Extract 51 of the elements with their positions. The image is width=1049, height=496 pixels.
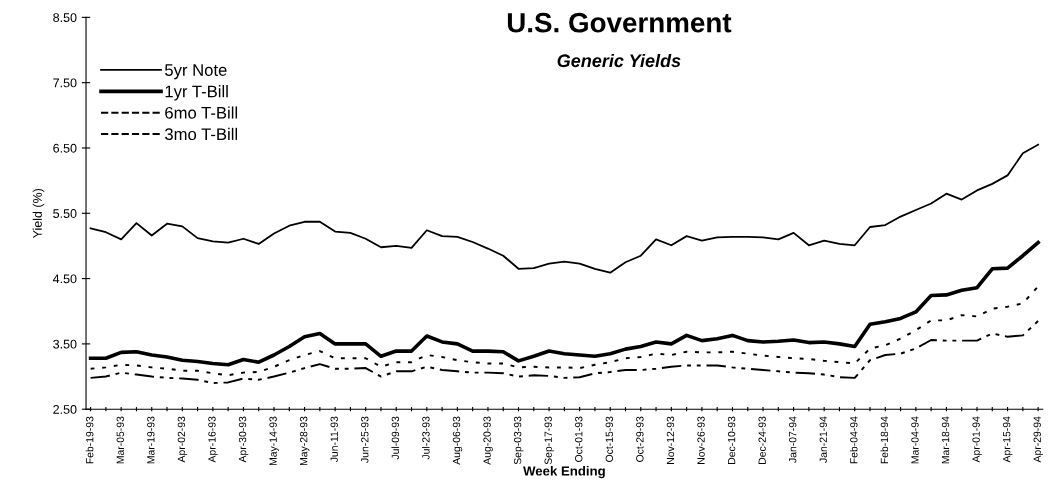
x-tick-label: Aug-20-93 [483, 416, 493, 465]
y-tick-label: 7.50 [53, 78, 77, 88]
x-tick-label: Sep-17-93 [544, 416, 554, 465]
x-tick-label: Feb-19-93 [85, 416, 94, 464]
x-axis-title: Week Ending [523, 465, 605, 479]
x-tick-label: Aug-06-93 [452, 416, 463, 465]
x-tick-label: Jul-09-93 [391, 416, 400, 460]
x-tick-label: Nov-26-93 [697, 416, 705, 464]
text: Generic Yields [557, 53, 681, 68]
x-tick-label: Oct-29-93 [636, 416, 644, 462]
x-tick-label: Apr-02-93 [177, 416, 188, 463]
y-tick-label: 4.50 [52, 274, 77, 284]
x-tick-label: Sep-03-93 [513, 416, 524, 465]
y-axis-title: Yield (%) [32, 188, 45, 239]
line-series [89, 285, 1040, 377]
x-tick-label: Mar-18-94 [941, 416, 950, 464]
x-tick-label: May-28-93 [299, 416, 310, 466]
x-tick-label: Jun-25-93 [361, 416, 369, 463]
legend-label: 3mo T-Bill [164, 127, 238, 141]
x-tick-label: Oct-15-93 [605, 416, 614, 462]
line-series [89, 143, 1040, 274]
x-tick-label: Apr-30-93 [238, 416, 249, 463]
legend-label: 1yr T-Bill [165, 85, 228, 101]
y-tick-label: 2.50 [53, 405, 77, 414]
chart-title: U.S. Government [507, 12, 732, 33]
x-tick-label: Jan-07-94 [789, 416, 797, 463]
x-tick-label: Nov-12-93 [666, 416, 675, 464]
x-tick-label: Apr-15-94 [1002, 416, 1013, 463]
x-tick-label: Jan-21-94 [819, 416, 827, 463]
x-tick-label: Mar-19-93 [147, 416, 155, 464]
y-tick-label: 5.50 [53, 209, 77, 218]
y-tick-label: 3.50 [53, 339, 77, 349]
x-tick-label: Apr-16-93 [208, 416, 218, 463]
x-tick-label: Jun-11-93 [330, 416, 338, 463]
legend-label: 5yr Note [165, 64, 227, 80]
y-tick-label: 6.50 [53, 143, 77, 153]
x-tick-label: Dec-24-93 [758, 416, 766, 464]
x-tick-label: May-14-93 [269, 416, 279, 466]
y-tick-label: 8.50 [53, 13, 77, 23]
line-series [88, 240, 1040, 367]
x-tick-label: Feb-04-94 [849, 416, 858, 464]
line-series [89, 320, 1040, 385]
x-tick-label: Jul-23-93 [421, 416, 430, 460]
x-tick-label: Mar-05-93 [116, 416, 124, 464]
x-tick-label: Apr-01-94 [972, 416, 982, 463]
x-tick-label: Mar-04-94 [911, 416, 919, 464]
x-tick-label: Feb-18-94 [880, 416, 889, 464]
legend-label: 6mo T-Bill [165, 106, 238, 119]
x-tick-label: Oct-01-93 [575, 416, 583, 462]
x-tick-label: Dec-10-93 [727, 416, 736, 464]
x-tick-label: Apr-29-94 [1033, 416, 1043, 463]
